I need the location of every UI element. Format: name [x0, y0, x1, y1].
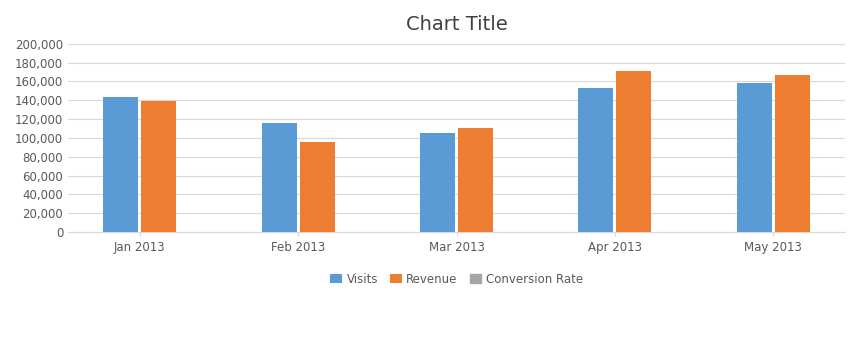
Bar	[421, 133, 455, 232]
Bar	[579, 88, 613, 232]
Bar	[141, 101, 176, 232]
Bar	[737, 83, 771, 232]
Bar	[775, 75, 809, 232]
Legend: Visits, Revenue, Conversion Rate: Visits, Revenue, Conversion Rate	[325, 268, 588, 290]
Bar	[617, 71, 651, 232]
Bar	[103, 97, 138, 232]
Title: Chart Title: Chart Title	[406, 15, 507, 34]
Bar	[458, 128, 493, 232]
Bar	[300, 142, 335, 232]
Bar	[261, 123, 297, 232]
